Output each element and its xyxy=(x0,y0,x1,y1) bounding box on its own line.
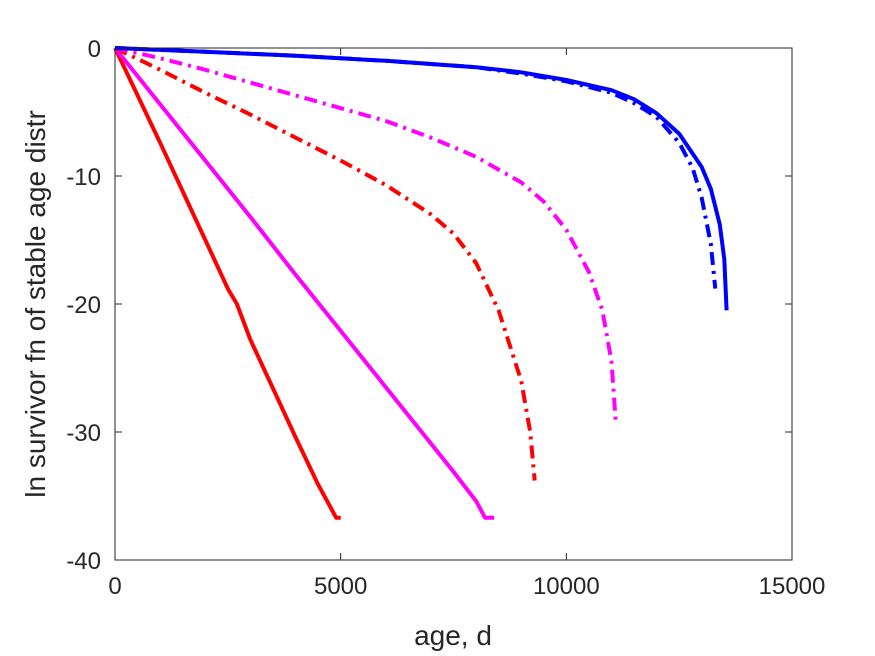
tick-layer: 0 5000 10000 15000 0 -10 -20 -30 -40 xyxy=(66,36,825,600)
x-tick-label: 5000 xyxy=(314,573,367,600)
series-line-6 xyxy=(114,46,729,311)
y-tick-label: 0 xyxy=(88,36,101,63)
y-axis-label: ln survivor fn of stable age distr xyxy=(20,110,51,498)
y-tick-label: -30 xyxy=(66,420,101,447)
x-axis-label: age, d xyxy=(414,620,492,651)
x-tick-label: 0 xyxy=(108,573,121,600)
y-tick-label: -40 xyxy=(66,548,101,575)
x-tick-label: 10000 xyxy=(533,573,600,600)
x-tick-label: 15000 xyxy=(759,573,826,600)
series-line-1 xyxy=(113,47,341,520)
y-tick-label: -10 xyxy=(66,164,101,191)
y-tick-label: -20 xyxy=(66,292,101,319)
series-line-2 xyxy=(113,46,495,520)
series-line-3 xyxy=(114,46,537,481)
series-layer xyxy=(113,46,729,520)
plot-area xyxy=(115,48,792,560)
series-line-4 xyxy=(114,46,618,426)
